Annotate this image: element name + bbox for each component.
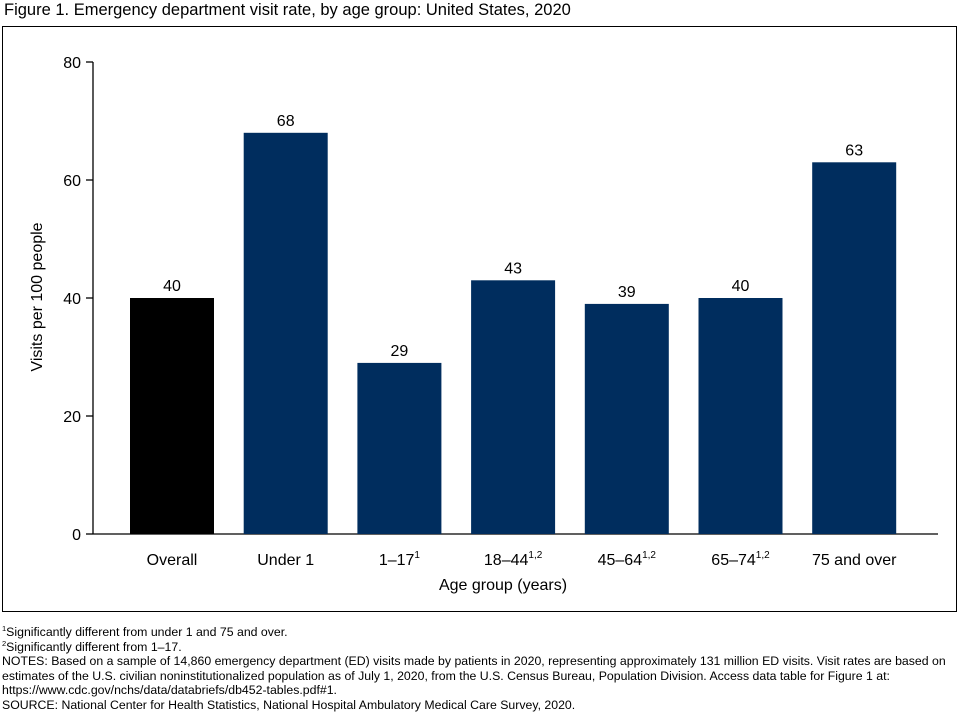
footnote-2-marker: 2 bbox=[2, 638, 7, 648]
footnote-2: 2Significantly different from 1–17. bbox=[2, 638, 957, 655]
bar bbox=[130, 298, 214, 534]
notes-text: NOTES: Based on a sample of 14,860 emerg… bbox=[2, 654, 946, 698]
bar-value-label: 68 bbox=[277, 113, 295, 130]
chart-bars bbox=[130, 132, 897, 535]
bar bbox=[698, 298, 783, 534]
bar-chart: 40 68 29 43 39 40 63 0 20 40 60 80 Overall Under 1 1–… bbox=[29, 55, 938, 594]
bar-value-label: 40 bbox=[732, 278, 750, 295]
bar bbox=[584, 303, 669, 534]
footnote-1-marker: 1 bbox=[2, 623, 7, 633]
chart-tick-labels: 0 20 40 60 80 Overall Under 1 1–171 18–441,2 45–6… bbox=[63, 55, 897, 569]
footnote-1-text: Significantly different from under 1 and… bbox=[6, 625, 288, 639]
y-tick-label: 40 bbox=[63, 291, 81, 308]
x-tick-label: 45–641,2 bbox=[598, 550, 657, 569]
footnote-2-text: Significantly different from 1–17. bbox=[6, 639, 182, 654]
x-axis-label: Age group (years) bbox=[439, 577, 567, 594]
bar-value-label: 63 bbox=[845, 142, 863, 159]
bar bbox=[812, 162, 897, 535]
chart-frame: 40 68 29 43 39 40 63 0 20 40 60 80 Overall Under 1 1–… bbox=[2, 26, 957, 612]
bar-value-label: 39 bbox=[618, 284, 636, 301]
figure-title: Figure 1. Emergency department visit rat… bbox=[4, 1, 571, 19]
bar-value-label: 29 bbox=[391, 343, 409, 360]
footnote-1: 1Significantly different from under 1 an… bbox=[2, 625, 957, 640]
bar bbox=[357, 362, 442, 534]
chart-data-labels: 40 68 29 43 39 40 63 bbox=[163, 113, 863, 360]
x-tick-label: 65–741,2 bbox=[711, 550, 770, 569]
x-tick-label: Overall bbox=[147, 552, 198, 569]
figure-notes: 1Significantly different from under 1 an… bbox=[2, 625, 957, 713]
y-axis-label: Visits per 100 people bbox=[29, 222, 46, 371]
y-tick-label: 20 bbox=[63, 409, 81, 426]
y-tick-label: 0 bbox=[72, 527, 81, 544]
bar-value-label: 40 bbox=[163, 278, 181, 295]
x-tick-label: Under 1 bbox=[257, 552, 314, 569]
x-tick-label: 75 and over bbox=[812, 552, 897, 569]
bar-value-label: 43 bbox=[504, 260, 522, 277]
x-tick-label: 18–441,2 bbox=[484, 550, 543, 569]
source-text: SOURCE: National Center for Health Stati… bbox=[2, 697, 576, 712]
bar bbox=[243, 132, 328, 535]
y-tick-label: 80 bbox=[63, 55, 81, 72]
bar bbox=[471, 280, 556, 534]
x-tick-label: 1–171 bbox=[379, 550, 421, 569]
y-tick-label: 60 bbox=[63, 173, 81, 190]
